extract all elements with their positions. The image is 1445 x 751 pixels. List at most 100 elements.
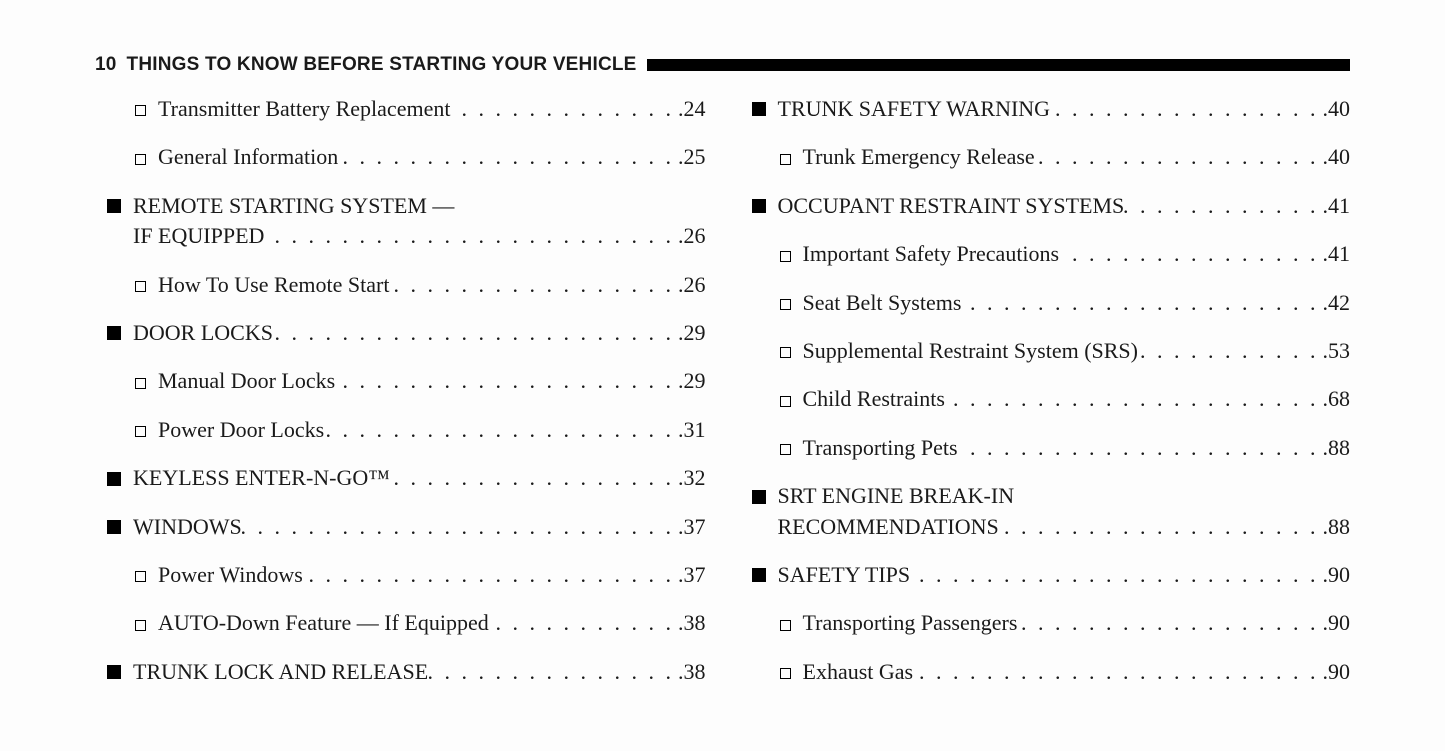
toc-page-ref: .29	[674, 320, 706, 346]
dot-leaders	[242, 514, 674, 540]
dot-leaders	[1059, 241, 1318, 267]
bullet-open-icon	[780, 444, 791, 455]
bullet-open-icon	[780, 299, 791, 310]
header-row: 10 THINGS TO KNOW BEFORE STARTING YOUR V…	[95, 54, 1350, 76]
toc-label: Power Windows	[158, 562, 303, 588]
toc-entry: WINDOWS.37	[95, 514, 706, 540]
toc-column-right: TRUNK SAFETY WARNING .40 Trunk Emergency R…	[740, 96, 1351, 707]
dot-leaders	[945, 386, 1319, 412]
dot-leaders	[324, 417, 674, 443]
dot-leaders	[958, 435, 1319, 461]
toc-page-ref: .26	[674, 223, 706, 249]
header-rule	[647, 59, 1350, 71]
bullet-open-icon	[135, 571, 146, 582]
toc-label: Manual Door Locks	[158, 368, 335, 394]
toc-entry: DOOR LOCKS .29	[95, 320, 706, 346]
bullet-open-icon	[135, 281, 146, 292]
toc-label: Transmitter Battery Replacement	[158, 96, 450, 122]
bullet-filled-icon	[752, 102, 766, 116]
dot-leaders	[428, 659, 674, 685]
bullet-open-icon	[135, 426, 146, 437]
toc-page: 10 THINGS TO KNOW BEFORE STARTING YOUR V…	[0, 0, 1445, 751]
toc-page-ref: .88	[1319, 514, 1351, 540]
toc-entry-line1: SRT ENGINE BREAK-IN	[752, 483, 1351, 509]
toc-label: TRUNK LOCK AND RELEASE	[133, 659, 428, 685]
toc-page-ref: .37	[674, 514, 706, 540]
toc-page-ref: .41	[1319, 241, 1351, 267]
dot-leaders	[335, 368, 674, 394]
toc-label: DOOR LOCKS	[133, 320, 273, 346]
page-number: 10	[95, 54, 117, 76]
toc-page-ref: .25	[674, 144, 706, 170]
toc-label: SRT ENGINE BREAK-IN	[778, 483, 1015, 509]
toc-entry: Transporting Pets .88	[740, 435, 1351, 461]
toc-page-ref: .29	[674, 368, 706, 394]
toc-label: Transporting Pets	[803, 435, 958, 461]
dot-leaders	[489, 610, 674, 636]
toc-page-ref: .90	[1319, 562, 1351, 588]
bullet-filled-icon	[107, 520, 121, 534]
dot-leaders	[273, 320, 674, 346]
toc-entry: Important Safety Precautions.41	[740, 241, 1351, 267]
toc-entry: SRT ENGINE BREAK-IN RECOMMENDATIONS .88	[740, 483, 1351, 540]
dot-leaders	[264, 223, 674, 249]
bullet-filled-icon	[107, 472, 121, 486]
bullet-open-icon	[135, 620, 146, 631]
toc-page-ref: .24	[674, 96, 706, 122]
dot-leaders	[389, 272, 674, 298]
bullet-open-icon	[135, 378, 146, 389]
toc-entry: KEYLESS ENTER-N-GO™ .32	[95, 465, 706, 491]
toc-label: Child Restraints	[803, 386, 945, 412]
toc-page-ref: .38	[674, 610, 706, 636]
toc-label: KEYLESS ENTER-N-GO™	[133, 465, 390, 491]
bullet-open-icon	[780, 668, 791, 679]
toc-entry-line2: RECOMMENDATIONS .88	[752, 514, 1351, 540]
toc-label: RECOMMENDATIONS	[778, 514, 999, 540]
toc-label: General Information	[158, 144, 338, 170]
toc-entry: Power Windows.37	[95, 562, 706, 588]
toc-label: Power Door Locks	[158, 417, 324, 443]
toc-entry: AUTO-Down Feature — If Equipped.38	[95, 610, 706, 636]
bullet-filled-icon	[752, 199, 766, 213]
chapter-title: THINGS TO KNOW BEFORE STARTING YOUR VEHI…	[127, 54, 637, 76]
bullet-open-icon	[780, 154, 791, 165]
toc-entry-line1: REMOTE STARTING SYSTEM —	[107, 193, 706, 219]
bullet-filled-icon	[107, 326, 121, 340]
toc-page-ref: .32	[674, 465, 706, 491]
toc-entry: TRUNK SAFETY WARNING .40	[740, 96, 1351, 122]
bullet-filled-icon	[752, 490, 766, 504]
dot-leaders	[390, 465, 674, 491]
toc-page-ref: .31	[674, 417, 706, 443]
toc-page-ref: .90	[1319, 659, 1351, 685]
dot-leaders	[1050, 96, 1318, 122]
toc-label: How To Use Remote Start	[158, 272, 389, 298]
bullet-open-icon	[135, 105, 146, 116]
toc-entry: Power Door Locks .31	[95, 417, 706, 443]
bullet-open-icon	[135, 154, 146, 165]
dot-leaders	[913, 659, 1318, 685]
toc-page-ref: .42	[1319, 290, 1351, 316]
dot-leaders	[450, 96, 674, 122]
toc-label: SAFETY TIPS	[778, 562, 911, 588]
toc-entry: REMOTE STARTING SYSTEM — IF EQUIPPED.26	[95, 193, 706, 250]
toc-entry: General Information .25	[95, 144, 706, 170]
toc-label: Exhaust Gas	[803, 659, 914, 685]
toc-label: OCCUPANT RESTRAINT SYSTEMS	[778, 193, 1125, 219]
toc-page-ref: .41	[1319, 193, 1351, 219]
toc-page-ref: .40	[1319, 96, 1351, 122]
toc-page-ref: .88	[1319, 435, 1351, 461]
dot-leaders	[961, 290, 1318, 316]
toc-label: Trunk Emergency Release	[803, 144, 1035, 170]
dot-leaders	[910, 562, 1318, 588]
toc-column-left: Transmitter Battery Replacement .24 Genera…	[95, 96, 706, 707]
dot-leaders	[1017, 610, 1318, 636]
toc-columns: Transmitter Battery Replacement .24 Genera…	[95, 96, 1350, 707]
dot-leaders	[1035, 144, 1319, 170]
toc-entry: Seat Belt Systems.42	[740, 290, 1351, 316]
bullet-filled-icon	[752, 568, 766, 582]
toc-label: TRUNK SAFETY WARNING	[778, 96, 1051, 122]
toc-page-ref: .26	[674, 272, 706, 298]
toc-entry: Transmitter Battery Replacement .24	[95, 96, 706, 122]
toc-entry-line2: IF EQUIPPED.26	[107, 223, 706, 249]
dot-leaders	[1138, 338, 1319, 364]
